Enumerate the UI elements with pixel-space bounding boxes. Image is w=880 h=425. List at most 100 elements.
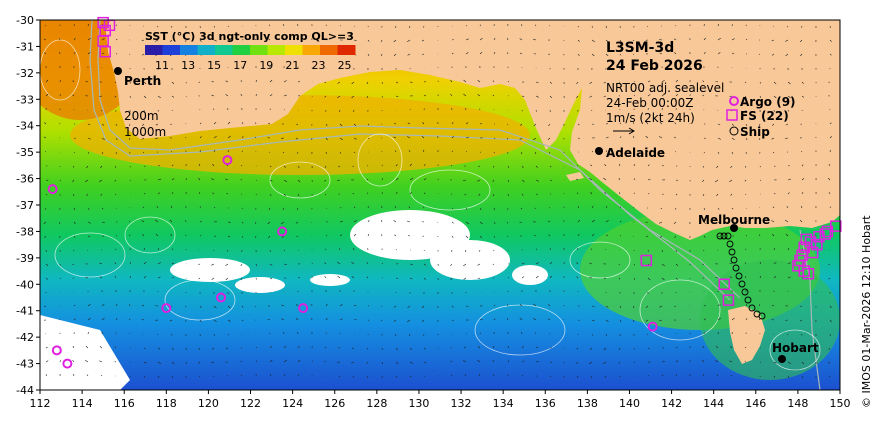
adelaide-dot (595, 147, 603, 155)
x-tick-label: 130 (408, 397, 429, 410)
fs-marker (722, 294, 735, 306)
subtitle-sealevel: NRT00 adj. sealevel (606, 81, 724, 95)
colorbar-swatch (302, 45, 321, 55)
city-markers: Perth Adelaide Melbourne Hobart (114, 67, 819, 363)
title-block: L3SM-3d 24 Feb 2026 NRT00 adj. sealevel … (606, 40, 724, 135)
x-tick-label: 144 (703, 397, 724, 410)
city-melbourne: Melbourne (698, 213, 770, 227)
x-tick-label: 146 (745, 397, 766, 410)
y-tick-label: -39 (16, 252, 34, 265)
y-tick-label: -33 (16, 93, 34, 106)
hobart-dot (778, 355, 786, 363)
legend-fs: FS (22) (740, 109, 789, 123)
x-tick-label: 142 (661, 397, 682, 410)
colorbar-swatch (285, 45, 303, 55)
ship-track (716, 232, 766, 320)
colorbar-tick-label: 17 (233, 59, 247, 72)
contour-label-1000: 1000m (124, 125, 166, 139)
y-tick-label: -43 (16, 358, 34, 371)
x-tick-label: 124 (282, 397, 303, 410)
colorbar-swatch (215, 45, 233, 55)
y-tick-label: -35 (16, 146, 34, 159)
colorbar-tick-label: 25 (338, 59, 352, 72)
legend-ship: Ship (740, 125, 770, 139)
fs-legend-icon (726, 109, 738, 121)
colorbar-swatch (162, 45, 181, 55)
y-tick-label: -34 (16, 120, 34, 133)
colorbar: SST (°C) 3d ngt-only comp QL>=3 11 13 15 17… (145, 30, 356, 72)
y-tick-label: -30 (16, 14, 34, 27)
cloud-gaps (40, 210, 548, 390)
argo-float (47, 184, 58, 195)
x-tick-label: 116 (114, 397, 135, 410)
fs-marker (802, 267, 815, 280)
city-adelaide: Adelaide (606, 146, 665, 160)
city-hobart: Hobart (772, 341, 819, 355)
y-tick-label: -38 (16, 225, 34, 238)
argo-float (216, 292, 227, 303)
argo-float (277, 226, 288, 237)
subtitle-scale: 1m/s (2kt 24h) (606, 111, 695, 125)
x-tick-label: 122 (240, 397, 261, 410)
y-tick-label: -31 (16, 40, 34, 53)
colorbar-tick-label: 23 (311, 59, 325, 72)
x-axis: 112 114 116 118 120 122 124 126 128 130 132 134 136 1… (30, 390, 851, 410)
city-perth: Perth (124, 74, 161, 88)
legend-argo: Argo (9) (740, 95, 796, 109)
fs-marker (99, 45, 112, 58)
colorbar-tick-label: 11 (155, 59, 169, 72)
x-tick-label: 148 (787, 397, 808, 410)
colorbar-tick-label: 13 (181, 59, 195, 72)
product-date: 24 Feb 2026 (606, 58, 703, 74)
argo-float (51, 345, 62, 356)
y-tick-label: -32 (16, 67, 34, 80)
x-tick-label: 138 (577, 397, 598, 410)
argo-float (298, 303, 309, 314)
argo-float (222, 155, 233, 166)
x-tick-label: 128 (366, 397, 387, 410)
colorbar-swatch (337, 45, 356, 55)
y-tick-label: -37 (16, 199, 34, 212)
x-tick-label: 136 (535, 397, 556, 410)
fs-marker (718, 278, 730, 291)
y-tick-label: -40 (16, 278, 34, 291)
x-tick-label: 126 (324, 397, 345, 410)
legend: Argo (9) FS (22) Ship (726, 95, 796, 139)
tasmania-land (728, 306, 765, 364)
argo-legend-icon (729, 96, 739, 106)
product-title: L3SM-3d (606, 40, 674, 56)
colorbar-swatch (180, 45, 198, 55)
fs-marker (806, 246, 819, 259)
colorbar-swatch (145, 45, 163, 55)
credit-text: © IMOS 01-Mar-2026 12:10 Hobart (860, 215, 873, 408)
x-tick-label: 114 (72, 397, 93, 410)
y-axis: -30 -31 -32 -33 -34 -35 -36 -37 -38 -39 -40 -41 -42 -… (16, 14, 40, 397)
perth-dot (114, 67, 122, 75)
fs-marker (811, 238, 823, 251)
argo-markers (47, 155, 658, 369)
ship-legend-icon (729, 126, 739, 136)
colorbar-swatch (320, 45, 338, 55)
y-tick-label: -44 (16, 384, 34, 397)
fs-markers (97, 16, 842, 306)
scale-arrow-icon (613, 127, 635, 135)
fs-marker (819, 228, 832, 240)
colorbar-tick-label: 19 (259, 59, 273, 72)
colorbar-swatch (250, 45, 268, 55)
fs-marker (794, 254, 806, 267)
australia-land (106, 20, 840, 240)
colorbar-label: SST (°C) 3d ngt-only comp QL>=3 (145, 30, 354, 43)
subtitle-time: 24-Feb 00:00Z (606, 96, 693, 110)
colorbar-swatch (232, 45, 251, 55)
colorbar-tick-label: 15 (207, 59, 221, 72)
argo-float (647, 321, 658, 332)
contour-label-200: 200m (124, 109, 159, 123)
x-tick-label: 140 (619, 397, 640, 410)
x-tick-label: 118 (156, 397, 177, 410)
colorbar-tick-label: 21 (285, 59, 299, 72)
x-tick-label: 132 (451, 397, 472, 410)
x-tick-label: 134 (493, 397, 514, 410)
fs-marker (97, 16, 109, 29)
argo-float (62, 358, 73, 369)
